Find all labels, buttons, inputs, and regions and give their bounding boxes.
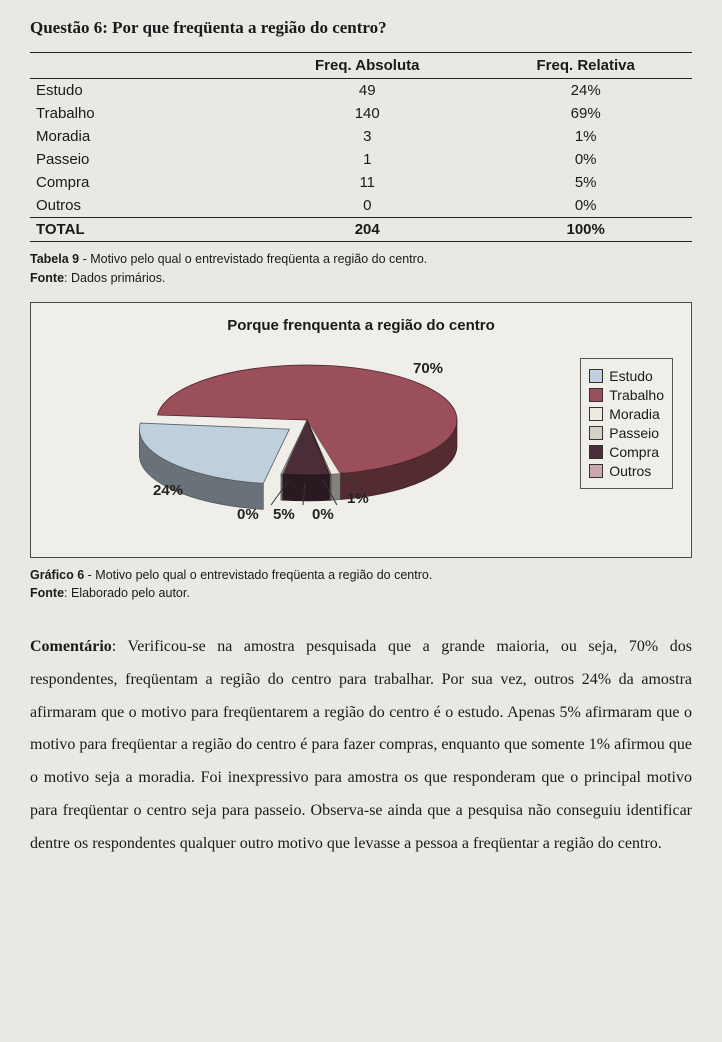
chart-fonte-text: : Elaborado pelo autor. <box>64 586 190 600</box>
legend-label: Outros <box>609 463 651 479</box>
table-cell: Outros <box>30 194 255 218</box>
table-cell: Trabalho <box>30 102 255 125</box>
pie-label-70: 70% <box>413 360 443 377</box>
table-cell: 3 <box>255 125 479 148</box>
document-page: Questão 6: Por que freqüenta a região do… <box>0 0 722 1042</box>
legend-item: Estudo <box>589 368 664 384</box>
legend-label: Trabalho <box>609 387 664 403</box>
table-cell: 1 <box>255 148 479 171</box>
table-total-row: TOTAL 204 100% <box>30 218 692 242</box>
legend-label: Passeio <box>609 425 659 441</box>
pie-chart-area: 70% 24% 0% 5% 0% 1% Estudo Trabalho Moradi… <box>41 340 681 536</box>
table-cell: Estudo <box>30 79 255 103</box>
legend-item: Moradia <box>589 406 664 422</box>
question-title: Questão 6: Por que freqüenta a região do… <box>30 18 692 38</box>
table-row: Compra115% <box>30 171 692 194</box>
legend-item: Trabalho <box>589 387 664 403</box>
table-row: Outros00% <box>30 194 692 218</box>
col-blank <box>30 53 255 79</box>
table-cell: 0 <box>255 194 479 218</box>
table-caption-bold: Tabela 9 <box>30 252 79 266</box>
legend-swatch-icon <box>589 426 603 440</box>
commentary-paragraph: Comentário: Verificou-se na amostra pesq… <box>30 631 692 861</box>
pie-label-24: 24% <box>153 482 183 499</box>
table-cell: 0% <box>479 194 692 218</box>
legend-item: Outros <box>589 463 664 479</box>
table-cell: 11 <box>255 171 479 194</box>
col-abs: Freq. Absoluta <box>255 53 479 79</box>
total-label: TOTAL <box>30 218 255 242</box>
pie-label-moradia: 1% <box>347 490 369 507</box>
table-cell: 24% <box>479 79 692 103</box>
table-header-row: Freq. Absoluta Freq. Relativa <box>30 53 692 79</box>
table-cell: Compra <box>30 171 255 194</box>
chart-legend: Estudo Trabalho Moradia Passeio Compra Outros <box>580 358 673 489</box>
commentary-text: : Verificou-se na amostra pesquisada que… <box>30 638 692 852</box>
legend-swatch-icon <box>589 369 603 383</box>
legend-swatch-icon <box>589 388 603 402</box>
commentary-lead: Comentário <box>30 638 112 655</box>
total-abs: 204 <box>255 218 479 242</box>
pie-chart-frame: Porque frenquenta a região do centro 70%… <box>30 302 692 558</box>
legend-swatch-icon <box>589 445 603 459</box>
table-fonte-bold: Fonte <box>30 271 64 285</box>
total-rel: 100% <box>479 218 692 242</box>
chart-caption-bold: Gráfico 6 <box>30 568 84 582</box>
legend-label: Estudo <box>609 368 653 384</box>
col-rel: Freq. Relativa <box>479 53 692 79</box>
table-cell: 69% <box>479 102 692 125</box>
table-row: Passeio10% <box>30 148 692 171</box>
chart-fonte-bold: Fonte <box>30 586 64 600</box>
legend-swatch-icon <box>589 407 603 421</box>
table-cell: Passeio <box>30 148 255 171</box>
table-caption-text: - Motivo pelo qual o entrevistado freqüe… <box>79 252 427 266</box>
table-cell: 0% <box>479 148 692 171</box>
chart-caption-text: - Motivo pelo qual o entrevistado freqüe… <box>84 568 432 582</box>
legend-label: Compra <box>609 444 659 460</box>
chart-title: Porque frenquenta a região do centro <box>41 317 681 334</box>
table-body: Estudo4924%Trabalho14069%Moradia31%Passe… <box>30 79 692 218</box>
pie-label-compra: 5% <box>273 506 295 523</box>
table-caption: Tabela 9 - Motivo pelo qual o entrevista… <box>30 250 692 288</box>
legend-swatch-icon <box>589 464 603 478</box>
table-cell: Moradia <box>30 125 255 148</box>
legend-item: Passeio <box>589 425 664 441</box>
table-cell: 1% <box>479 125 692 148</box>
table-fonte-text: : Dados primários. <box>64 271 165 285</box>
table-cell: 140 <box>255 102 479 125</box>
chart-caption: Gráfico 6 - Motivo pelo qual o entrevist… <box>30 566 692 604</box>
pie-label-outros: 0% <box>312 506 334 523</box>
frequency-table: Freq. Absoluta Freq. Relativa Estudo4924… <box>30 52 692 242</box>
table-row: Estudo4924% <box>30 79 692 103</box>
table-cell: 49 <box>255 79 479 103</box>
table-row: Moradia31% <box>30 125 692 148</box>
table-row: Trabalho14069% <box>30 102 692 125</box>
legend-label: Moradia <box>609 406 660 422</box>
pie-label-passeio: 0% <box>237 506 259 523</box>
table-cell: 5% <box>479 171 692 194</box>
legend-item: Compra <box>589 444 664 460</box>
